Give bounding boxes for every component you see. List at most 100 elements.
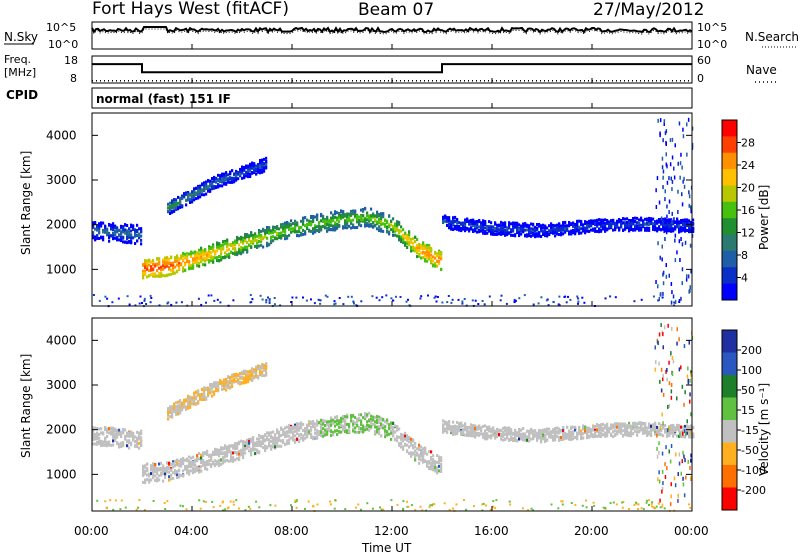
range-cell: [250, 450, 253, 454]
range-cell: [280, 427, 283, 431]
range-cell: [556, 430, 559, 434]
range-cell: [314, 427, 317, 431]
range-cell: [482, 219, 485, 223]
range-cell: [348, 425, 351, 429]
range-cell: [221, 172, 224, 176]
range-cell: [140, 234, 143, 238]
range-cell: [150, 273, 153, 277]
range-cell: [342, 210, 345, 214]
range-cell: [418, 254, 421, 258]
range-cell: [218, 461, 221, 465]
range-cell: [292, 427, 295, 431]
noise-cell: [657, 241, 659, 246]
range-cell: [350, 210, 353, 214]
range-cell: [247, 172, 250, 176]
range-cell: [142, 480, 145, 484]
range-cell: [396, 223, 399, 227]
range-cell: [201, 396, 204, 400]
range-cell: [296, 437, 299, 441]
range-cell: [239, 372, 242, 375]
colorbar-segment: [722, 169, 737, 186]
range-cell: [164, 472, 167, 476]
range-cell: [332, 224, 335, 228]
range-cell: [182, 462, 185, 466]
range-cell: [452, 216, 455, 220]
range-cell: [98, 237, 101, 240]
range-cell: [263, 169, 266, 173]
range-cell: [167, 413, 170, 417]
range-cell: [204, 466, 207, 470]
noise-cell: [662, 281, 665, 286]
ground-cell: [390, 297, 393, 300]
range-cell: [364, 206, 367, 210]
range-cell: [346, 431, 349, 434]
range-cell: [440, 267, 443, 271]
range-cell: [146, 275, 149, 279]
range-cell: [658, 227, 661, 231]
range-cell: [330, 416, 333, 420]
range-cell: [426, 460, 429, 464]
range-cell: [356, 215, 359, 218]
range-cell: [586, 220, 589, 224]
range-cell: [292, 435, 295, 439]
range-cell: [498, 223, 501, 227]
range-cell: [298, 433, 301, 437]
range-cell: [265, 156, 268, 160]
range-cell: [242, 447, 245, 450]
range-cell: [312, 228, 315, 232]
range-cell: [185, 192, 188, 196]
range-cell: [472, 426, 475, 430]
range-cell: [604, 226, 607, 230]
range-cell: [524, 432, 527, 436]
range-cell: [154, 262, 157, 266]
range-cell: [243, 381, 246, 385]
range-cell: [572, 433, 575, 437]
range-cell: [502, 230, 505, 233]
range-cell: [536, 434, 539, 438]
range-cell: [203, 391, 206, 395]
range-cell: [222, 446, 225, 450]
range-cell: [199, 396, 202, 400]
range-cell: [330, 430, 333, 434]
noise-cell: [670, 300, 673, 305]
range-cell: [514, 435, 517, 439]
range-cell: [478, 230, 481, 233]
range-cell: [528, 429, 531, 433]
range-cell: [354, 209, 357, 213]
range-cell: [265, 163, 268, 166]
range-cell: [398, 235, 401, 239]
range-cell: [215, 177, 218, 181]
range-cell: [172, 268, 175, 272]
noise-cell: [660, 216, 663, 221]
range-cell: [134, 229, 137, 233]
noise-cell: [668, 273, 670, 278]
ground-cell: [216, 298, 219, 301]
range-cell: [175, 206, 178, 210]
range-cell: [196, 255, 199, 259]
range-cell: [394, 224, 397, 228]
range-cell: [169, 205, 172, 209]
range-cell: [514, 438, 517, 442]
range-cell: [570, 431, 573, 434]
ground-cell: [537, 302, 540, 305]
range-cell: [444, 429, 447, 433]
ground-cell: [249, 294, 252, 296]
range-cell: [386, 421, 389, 425]
range-cell: [276, 428, 279, 432]
range-cell: [554, 433, 557, 437]
range-cell: [124, 240, 127, 244]
range-cell: [160, 268, 163, 272]
range-cell: [500, 230, 503, 234]
ground-cell: [457, 298, 460, 301]
range-cell: [480, 223, 483, 227]
range-cell: [368, 419, 371, 423]
range-cell: [326, 420, 329, 424]
range-cell: [204, 463, 207, 467]
range-cell: [436, 264, 439, 268]
range-cell: [646, 228, 649, 232]
range-cell: [318, 221, 321, 225]
range-cell: [428, 254, 431, 258]
range-cell: [189, 201, 192, 204]
range-cell: [261, 170, 264, 174]
